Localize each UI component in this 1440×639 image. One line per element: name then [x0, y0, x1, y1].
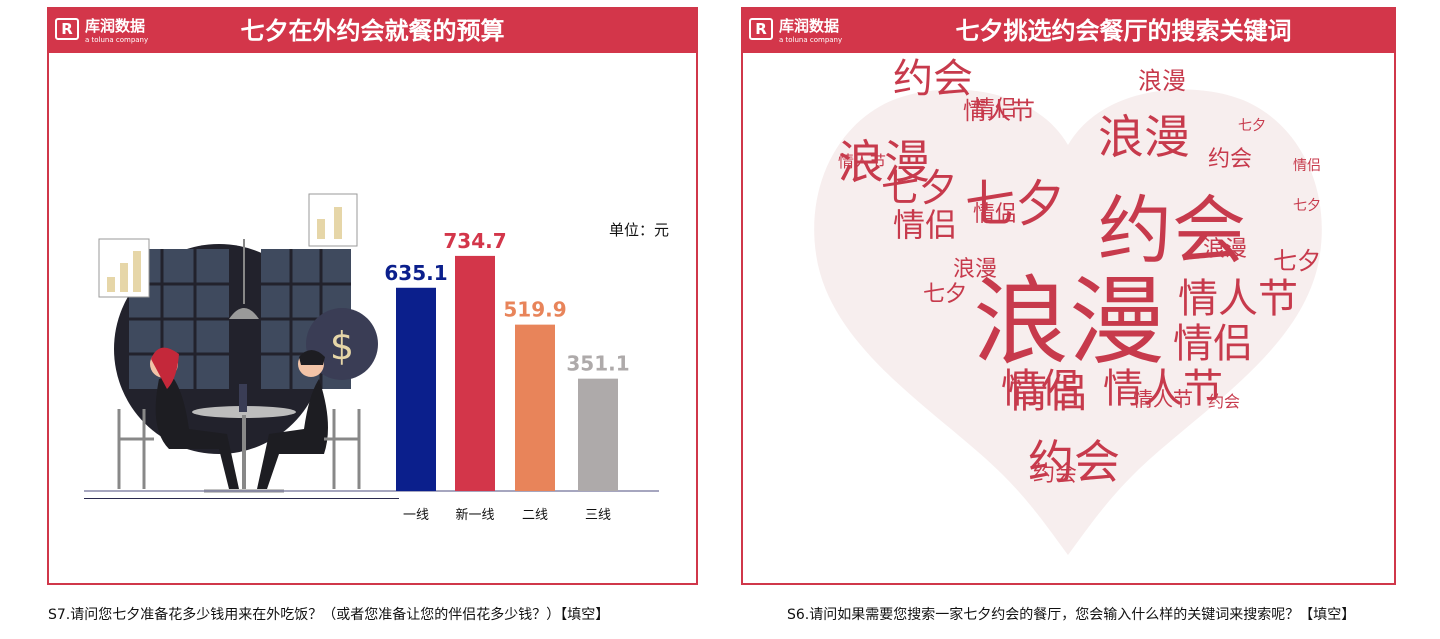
budget-chart-panel: R 库润数据 a toluna company 七夕在外约会就餐的预算 $: [47, 7, 698, 585]
bar-value-label: 635.1: [384, 261, 447, 285]
keyword-word: 情侣: [1001, 366, 1081, 412]
unit-label: 单位：元: [609, 221, 670, 239]
bar-value-label: 351.1: [566, 352, 629, 376]
heart-shape: [814, 89, 1322, 555]
question-caption-s7: S7.请问您七夕准备花多少钱用来在外吃饭？（或者您准备让您的伴侣花多少钱？）【填…: [48, 607, 610, 623]
keyword-word: 七夕: [923, 282, 968, 307]
keyword-word: 情侣: [973, 202, 1018, 227]
logo-brand-name: 库润数据: [85, 17, 146, 35]
budget-bar-chart: 635.1 一线 734.7 新一线 519.9 二线 351.1 三线: [84, 229, 659, 523]
logo-tagline: a toluna company: [85, 36, 149, 44]
keyword-word: 情侣: [1173, 321, 1253, 367]
keyword-word: 情侣: [1293, 158, 1321, 174]
category-label: 二线: [522, 508, 548, 523]
bar-1: [396, 287, 436, 491]
logo-mark-icon: R: [749, 18, 773, 40]
bar-2: [455, 255, 495, 491]
wordcloud-title: 七夕挑选约会餐厅的搜索关键词: [955, 17, 1292, 45]
keyword-word: 情侣: [1008, 371, 1088, 417]
keyword-word: 情人节: [838, 152, 887, 171]
keyword-word: 浪漫: [973, 266, 1165, 378]
keyword-word: 约会: [1208, 147, 1253, 172]
keyword-word: 七夕: [965, 175, 1065, 233]
bar-value-label: 734.7: [443, 229, 506, 253]
keyword-word: 浪漫: [1098, 110, 1190, 164]
keyword-word: 七夕: [1238, 118, 1266, 134]
category-label: 一线: [403, 508, 429, 523]
logo-tagline: a toluna company: [779, 36, 843, 44]
keyword-word: 约会: [1028, 435, 1120, 489]
category-label: 新一线: [455, 507, 494, 523]
keyword-word: 情侣: [893, 206, 958, 244]
keyword-word: 约会: [1098, 188, 1246, 274]
bar-3: [515, 324, 555, 491]
dining-couple-illustration: $: [84, 193, 399, 499]
keyword-word: 浪漫: [1203, 237, 1248, 262]
logo-brand-name: 库润数据: [779, 17, 840, 35]
keyword-word: 浪漫: [838, 135, 930, 189]
keyword-word: 七夕: [1273, 247, 1321, 275]
keyword-word: 七夕: [881, 166, 958, 210]
brand-logo: R 库润数据 a toluna company: [749, 14, 859, 48]
keyword-word: 浪漫: [1138, 67, 1186, 95]
keyword-word: 情人节: [963, 97, 1035, 125]
keyword-word: 约会: [1208, 392, 1241, 411]
keyword-word: 约会: [1033, 462, 1078, 487]
logo-mark-icon: R: [55, 18, 79, 40]
keyword-word: 浪漫: [953, 257, 998, 282]
keyword-word: 约会: [893, 56, 973, 102]
panel-header: R 库润数据 a toluna company 七夕在外约会就餐的预算: [49, 9, 696, 53]
bar-value-label: 519.9: [503, 298, 566, 322]
svg-text:$: $: [330, 324, 354, 368]
keyword-word: 情人节: [1133, 387, 1193, 411]
panel-header: R 库润数据 a toluna company 七夕挑选约会餐厅的搜索关键词: [743, 9, 1394, 53]
bar-4: [578, 378, 618, 491]
keyword-word: 情人节: [1103, 366, 1223, 412]
keyword-cloud-panel: R 库润数据 a toluna company 七夕挑选约会餐厅的搜索关键词 浪…: [741, 7, 1396, 585]
question-caption-s6: S6.请问如果需要您搜索一家七夕约会的餐厅，您会输入什么样的关键词来搜索呢？【填…: [787, 607, 1356, 623]
keyword-word: 七夕: [1293, 198, 1321, 214]
category-label: 三线: [585, 508, 611, 523]
keyword-word: 情人节: [1178, 276, 1298, 322]
keyword-word: 情侣: [973, 97, 1018, 122]
brand-logo: R 库润数据 a toluna company: [55, 14, 165, 48]
chart-title: 七夕在外约会就餐的预算: [240, 17, 505, 45]
keyword-word-cloud: 浪漫 约会 七夕 约会 情侣 情人节 情侣 情人节 浪漫 浪漫 情侣 约会 情人节 七夕 情侣 七夕 浪漫 情人节…: [743, 9, 1394, 583]
